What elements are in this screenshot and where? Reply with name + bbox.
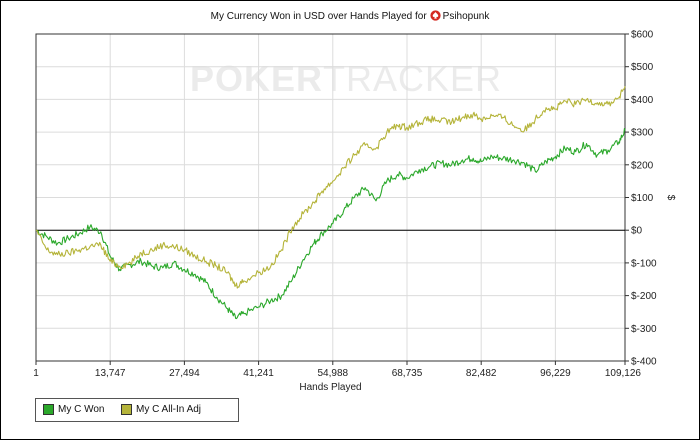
x-tick-label: 109,126 [605,368,642,379]
chart-title-player: Psihopunk [442,11,490,22]
x-axis-ticks: 1 13,747 27,494 41,241 54,988 68,735 82,482 96,… [33,361,641,379]
chart-title-prefix: My Currency Won in USD over Hands Played… [210,11,427,22]
legend-swatch-olive [121,404,132,415]
chart-title: My Currency Won in USD over Hands Played… [0,10,700,22]
x-tick-label: 82,482 [466,368,497,379]
y-tick-label: $-200 [631,291,657,302]
y-tick-label: $200 [631,160,654,171]
legend-label: My C All-In Adj [136,404,202,415]
legend-label: My C Won [58,404,105,415]
x-tick-label: 54,988 [317,368,348,379]
series-lines [35,86,626,320]
pokertracker-watermark: POKERTRACKER [190,58,502,100]
y-tick-label: $0 [631,226,643,237]
x-tick-label: 27,494 [169,368,200,379]
y-tick-label: $300 [631,128,654,139]
legend-item-my-c-won: My C Won [43,404,105,415]
y-tick-label: $-300 [631,324,657,335]
x-tick-label: 41,241 [243,368,274,379]
y-tick-label: $-400 [631,357,657,368]
series-line-my-c-won [35,128,626,320]
y-tick-label: $600 [631,30,654,41]
legend-swatch-green [43,404,54,415]
watermark-bold-text: POKER [190,58,324,99]
y-axis-ticks: $-400 $-300 $-200 $-100 $0 $100 $200 $300 $400 $5… [625,30,657,368]
x-tick-label: 68,735 [392,368,423,379]
series-line-my-c-all-in-adj [35,86,626,289]
x-axis-label: Hands Played [299,382,361,393]
y-tick-label: $400 [631,95,654,106]
legend-item-my-c-all-in-adj: My C All-In Adj [121,404,201,415]
watermark-light-text: TRACKER [323,58,503,99]
y-tick-label: $100 [631,193,654,204]
chart-legend: My C Won My C All-In Adj [35,398,239,422]
y-tick-label: $500 [631,62,654,73]
x-tick-label: 13,747 [95,368,126,379]
y-tick-label: $-100 [631,258,657,269]
x-tick-label: 1 [33,368,39,379]
y-axis-label: $ [665,195,676,201]
x-tick-label: 96,229 [540,368,571,379]
gridlines [35,33,626,362]
poker-spade-icon [430,10,441,21]
